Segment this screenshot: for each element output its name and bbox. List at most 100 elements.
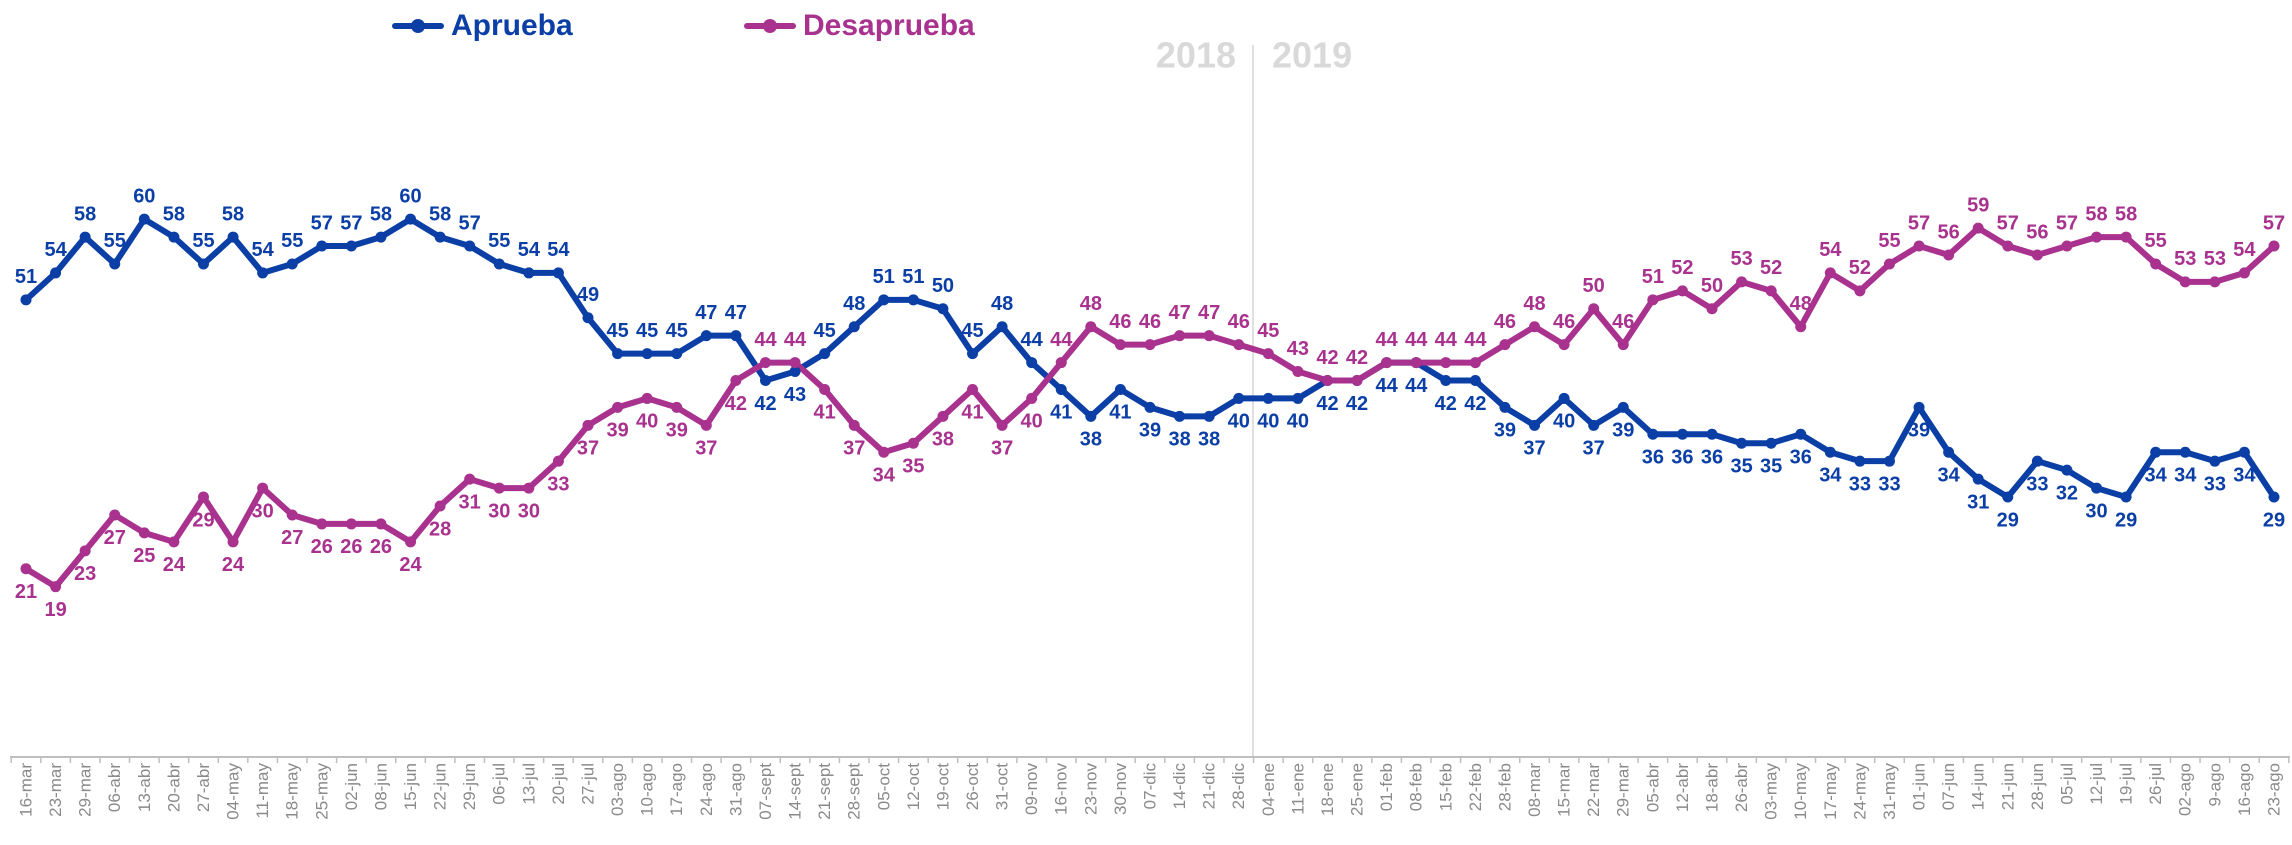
data-label: 30: [252, 500, 274, 522]
data-label: 44: [754, 329, 777, 351]
point: [1174, 330, 1186, 342]
x-tick-label: 13-jul: [519, 763, 538, 805]
data-label: 44: [1405, 375, 1428, 397]
point: [937, 410, 949, 422]
point: [434, 500, 446, 512]
data-label: 54: [547, 239, 570, 261]
x-tick-label: 07-dic: [1140, 763, 1159, 810]
data-label: 33: [1849, 473, 1871, 495]
data-label: 46: [1109, 311, 1131, 333]
point: [1381, 357, 1393, 369]
point: [1233, 392, 1245, 404]
point: [582, 312, 594, 324]
x-tick-label: 08-mar: [1525, 763, 1544, 817]
point: [1292, 366, 1304, 378]
data-label: 26: [370, 536, 392, 558]
point: [1114, 383, 1126, 395]
data-label: 36: [1642, 447, 1664, 469]
data-label: 39: [1494, 420, 1516, 442]
x-tick-label: 03-may: [1762, 763, 1781, 820]
data-label: 24: [222, 554, 245, 576]
data-label: 30: [518, 500, 540, 522]
point: [197, 258, 209, 270]
point: [1617, 401, 1629, 413]
data-label: 44: [1435, 329, 1458, 351]
data-label: 31: [1967, 491, 1989, 513]
data-label: 34: [2233, 464, 2256, 486]
point: [1706, 303, 1718, 315]
point: [612, 348, 624, 360]
point: [50, 267, 62, 279]
year-label: 2018: [1156, 35, 1236, 76]
data-label: 41: [1050, 402, 1072, 424]
point: [907, 294, 919, 306]
data-label: 55: [488, 230, 510, 252]
point: [937, 303, 949, 315]
data-label: 47: [695, 302, 717, 324]
data-label: 51: [1642, 266, 1664, 288]
data-label: 44: [784, 329, 807, 351]
point: [2061, 464, 2073, 476]
data-label: 30: [488, 500, 510, 522]
data-label: 47: [725, 302, 747, 324]
data-label: 36: [1701, 447, 1723, 469]
data-label: 53: [1730, 248, 1752, 270]
point: [996, 419, 1008, 431]
data-label: 34: [2174, 464, 2197, 486]
data-label: 44: [1376, 329, 1399, 351]
x-tick-label: 10-may: [1791, 763, 1810, 820]
x-tick-label: 01-jun: [1910, 763, 1929, 810]
data-label: 50: [932, 275, 954, 297]
data-label: 43: [784, 384, 806, 406]
point: [1144, 339, 1156, 351]
point: [848, 321, 860, 333]
data-label: 26: [311, 536, 333, 558]
x-tick-label: 18-may: [283, 763, 302, 820]
x-tick-label: 29-jun: [460, 763, 479, 810]
data-label: 35: [1730, 456, 1752, 478]
x-tick-label: 12-oct: [904, 763, 923, 811]
data-label: 37: [991, 438, 1013, 460]
point: [996, 321, 1008, 333]
point: [1676, 285, 1688, 297]
data-label: 54: [252, 239, 275, 261]
data-label: 45: [636, 320, 658, 342]
data-label: 54: [2233, 239, 2256, 261]
point: [1144, 401, 1156, 413]
x-tick-label: 13-abr: [135, 763, 154, 812]
point: [1440, 357, 1452, 369]
x-tick-label: 16-ago: [2235, 763, 2254, 816]
point: [464, 240, 476, 252]
x-tick-label: 26-abr: [1732, 763, 1751, 812]
data-label: 33: [547, 473, 569, 495]
data-label: 37: [843, 438, 865, 460]
point: [1085, 410, 1097, 422]
data-label: 52: [1760, 257, 1782, 279]
data-label: 29: [2115, 509, 2137, 531]
x-tick-label: 25-ene: [1348, 763, 1367, 816]
x-tick-label: 15-feb: [1436, 763, 1455, 811]
point: [2268, 240, 2280, 252]
x-tick-label: 07-sept: [756, 763, 775, 820]
point: [1617, 339, 1629, 351]
point: [1736, 276, 1748, 288]
point: [1055, 357, 1067, 369]
x-tick-label: 12-abr: [1673, 763, 1692, 812]
x-tick-label: 14-sept: [786, 763, 805, 820]
data-label: 56: [2026, 221, 2048, 243]
series-line: [23, 216, 2277, 501]
point: [1647, 428, 1659, 440]
point: [789, 366, 801, 378]
point: [878, 446, 890, 458]
point: [1233, 339, 1245, 351]
x-tick-label: 20-abr: [164, 763, 183, 812]
data-label: 57: [311, 212, 333, 234]
data-label: 37: [1583, 438, 1605, 460]
x-tick-label: 04-ene: [1259, 763, 1278, 816]
data-label: 42: [725, 393, 747, 415]
point: [552, 455, 564, 467]
data-label: 25: [133, 545, 155, 567]
point: [2150, 258, 2162, 270]
data-label: 48: [1790, 293, 1812, 315]
point: [1883, 455, 1895, 467]
